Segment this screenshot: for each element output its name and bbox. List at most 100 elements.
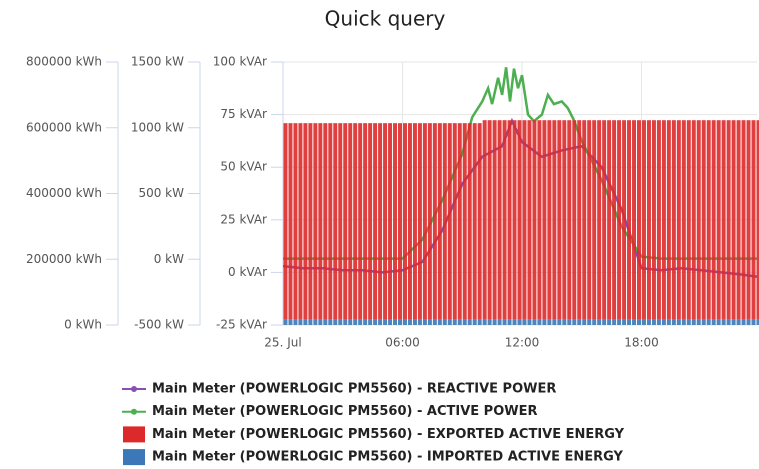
bar — [557, 120, 562, 320]
y-tick-label: 50 kVAr — [220, 160, 267, 174]
bar — [422, 319, 427, 325]
bar — [358, 123, 363, 320]
bar — [701, 120, 706, 320]
bar — [577, 319, 582, 325]
bar — [447, 123, 452, 320]
chart-title: Quick query — [325, 7, 446, 31]
bar — [547, 319, 552, 325]
y-tick-label: 200000 kWh — [26, 252, 102, 266]
bar — [452, 319, 457, 325]
bar — [313, 319, 318, 325]
bar — [607, 319, 612, 325]
y-tick-label: -25 kVAr — [216, 318, 267, 332]
bar — [313, 123, 318, 320]
bar — [353, 123, 358, 320]
bar — [756, 319, 759, 325]
bar — [333, 319, 338, 325]
bar — [452, 123, 457, 320]
bar — [681, 319, 686, 325]
bar — [751, 120, 756, 320]
bar — [622, 319, 627, 325]
bar — [746, 319, 751, 325]
bar — [502, 120, 507, 320]
y-tick-label: 75 kVAr — [220, 107, 267, 121]
bar — [537, 319, 542, 325]
bar — [512, 120, 517, 320]
bar — [288, 123, 293, 320]
bar — [303, 123, 308, 320]
y-tick-label: 1000 kW — [131, 120, 184, 134]
bar — [731, 319, 736, 325]
bar — [502, 319, 507, 325]
bar — [562, 319, 567, 325]
bar — [706, 319, 711, 325]
bar — [532, 120, 537, 320]
bar — [303, 319, 308, 325]
bar — [383, 319, 388, 325]
bar — [582, 319, 587, 325]
bar — [462, 123, 467, 320]
bar — [602, 120, 607, 320]
bar — [492, 319, 497, 325]
bar — [407, 319, 412, 325]
bar — [492, 120, 497, 320]
y-tick-label: 800000 kWh — [26, 55, 102, 69]
bar — [547, 120, 552, 320]
bar — [318, 319, 323, 325]
bar — [477, 123, 482, 320]
bar — [517, 319, 522, 325]
bar — [447, 319, 452, 325]
y-tick-label: 500 kW — [138, 186, 184, 200]
bar — [711, 319, 716, 325]
bar — [283, 123, 288, 320]
bar — [721, 319, 726, 325]
bar — [671, 319, 676, 325]
bar — [681, 120, 686, 320]
bar — [751, 319, 756, 325]
y-tick-label: 0 kWh — [64, 318, 102, 332]
bar — [741, 120, 746, 320]
bar — [472, 319, 477, 325]
bar — [333, 123, 338, 320]
bar — [527, 319, 532, 325]
bar — [632, 319, 637, 325]
bar — [427, 123, 432, 320]
bar — [552, 319, 557, 325]
bar — [437, 319, 442, 325]
bar — [308, 319, 313, 325]
bar — [487, 120, 492, 320]
y-tick-label: 0 kVAr — [228, 265, 267, 279]
bar — [726, 319, 731, 325]
bar — [651, 120, 656, 320]
bar — [567, 319, 572, 325]
bar — [582, 120, 587, 320]
legend-label: Main Meter (POWERLOGIC PM5560) - EXPORTE… — [152, 427, 625, 442]
bar — [597, 120, 602, 320]
bar — [507, 319, 512, 325]
bar — [398, 123, 402, 320]
bar — [368, 319, 373, 325]
bar — [671, 120, 676, 320]
bar — [412, 123, 417, 320]
bar — [293, 319, 298, 325]
bar — [607, 120, 612, 320]
bar — [542, 120, 547, 320]
legend-label: Main Meter (POWERLOGIC PM5560) - IMPORTE… — [152, 450, 624, 465]
y-tick-label: 0 kW — [154, 252, 184, 266]
bar — [457, 123, 462, 320]
bar — [562, 120, 567, 320]
bar — [726, 120, 731, 320]
bar — [661, 120, 666, 320]
bar — [388, 123, 393, 320]
bar — [368, 123, 373, 320]
bar — [378, 123, 383, 320]
bar — [293, 123, 298, 320]
bar — [417, 123, 422, 320]
x-tick-label: 25. Jul — [264, 336, 301, 350]
bar — [661, 319, 666, 325]
y-tick-label: 400000 kWh — [26, 186, 102, 200]
x-tick-label: 12:00 — [505, 336, 540, 350]
bar — [487, 319, 492, 325]
bar — [402, 123, 407, 320]
bar — [731, 120, 736, 320]
